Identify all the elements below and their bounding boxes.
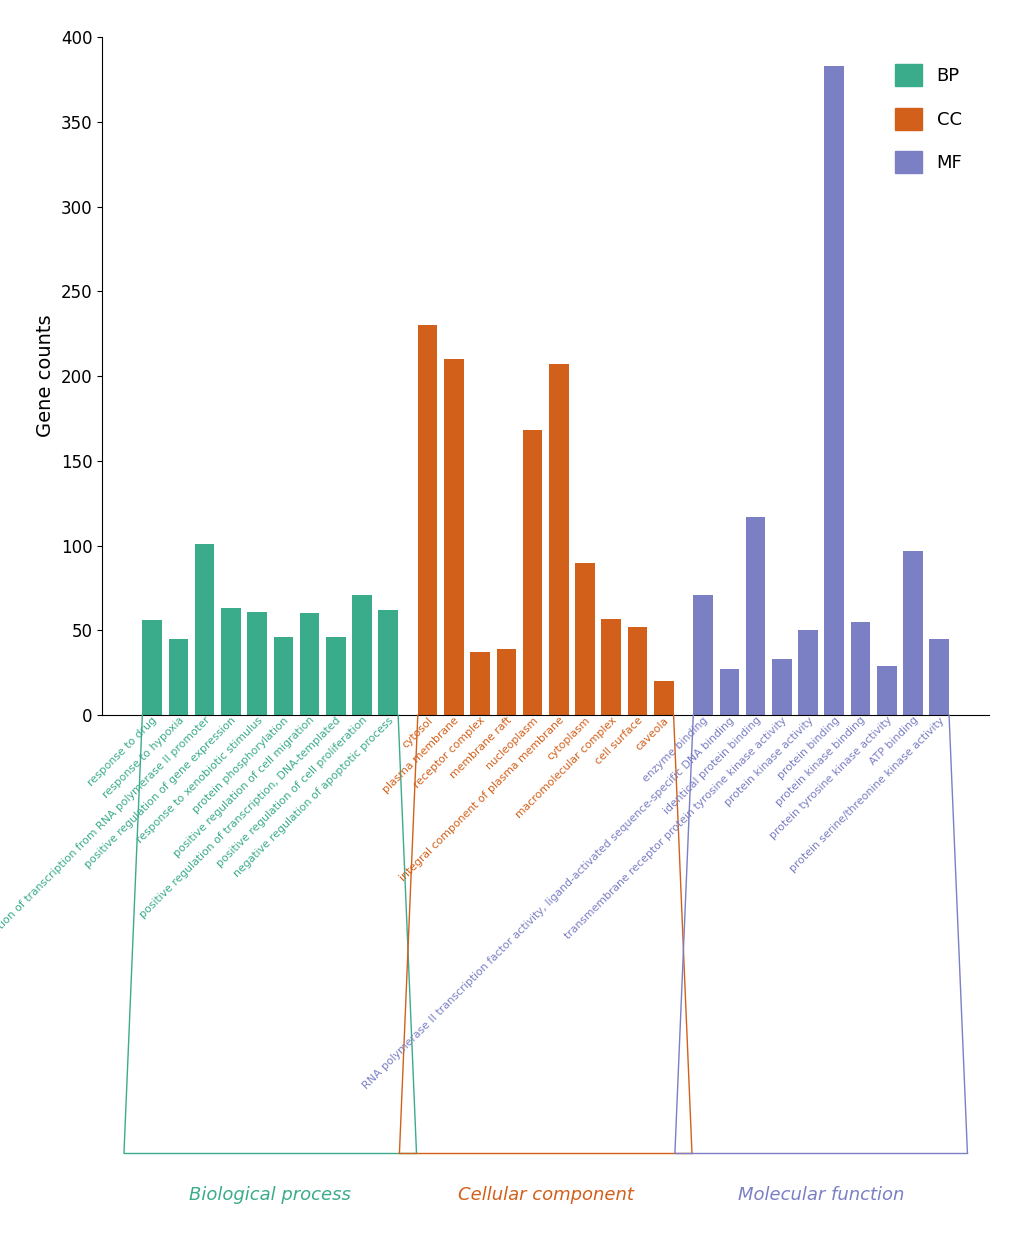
Bar [195, 544, 214, 715]
Text: plasma membrane: plasma membrane [381, 715, 461, 795]
Text: protein kinase activity: protein kinase activity [721, 715, 814, 808]
Text: cytoplasm: cytoplasm [545, 715, 592, 762]
Text: Molecular function: Molecular function [738, 1186, 904, 1205]
Text: response to hypoxia: response to hypoxia [100, 715, 185, 800]
Text: Biological process: Biological process [190, 1186, 351, 1205]
Text: RNA polymerase II transcription factor activity, ligand-activated sequence-speci: RNA polymerase II transcription factor a… [361, 715, 736, 1090]
Text: caveola: caveola [634, 715, 671, 752]
Bar [693, 594, 712, 715]
Bar [326, 637, 345, 715]
Bar [548, 364, 569, 715]
Text: cytosol: cytosol [399, 715, 434, 750]
Bar [418, 326, 437, 715]
Text: response to xenobiotic stimulus: response to xenobiotic stimulus [135, 715, 264, 845]
Text: positive regulation of transcription from RNA polymerase II promoter: positive regulation of transcription fro… [0, 715, 212, 989]
Bar [718, 670, 739, 715]
Legend: BP, CC, MF: BP, CC, MF [876, 46, 979, 191]
Bar [168, 639, 189, 715]
Bar [876, 666, 896, 715]
Text: protein phosphorylation: protein phosphorylation [191, 715, 290, 815]
Bar [902, 551, 922, 715]
Text: positive regulation of cell proliferation: positive regulation of cell proliferatio… [215, 715, 369, 869]
Text: macromolecular complex: macromolecular complex [514, 715, 618, 820]
Bar [928, 639, 948, 715]
Bar [496, 649, 516, 715]
Bar [653, 681, 673, 715]
Text: positive regulation of gene expression: positive regulation of gene expression [84, 715, 237, 870]
Bar [522, 430, 542, 715]
Bar [221, 608, 240, 715]
Bar [601, 619, 621, 715]
Y-axis label: Gene counts: Gene counts [36, 314, 55, 438]
Text: Cellular component: Cellular component [458, 1186, 633, 1205]
Bar [745, 517, 764, 715]
Text: identical protein binding: identical protein binding [660, 715, 762, 816]
Bar [798, 630, 817, 715]
Bar [575, 562, 594, 715]
Bar [771, 660, 791, 715]
Text: positive regulation of transcription, DNA-templated: positive regulation of transcription, DN… [138, 715, 342, 920]
Text: cell surface: cell surface [593, 715, 644, 767]
Text: transmembrane receptor protein tyrosine kinase activity: transmembrane receptor protein tyrosine … [562, 715, 788, 941]
Bar [823, 65, 844, 715]
Text: response to drug: response to drug [87, 715, 159, 788]
Bar [470, 652, 489, 715]
Text: negative regulation of apoptotic process: negative regulation of apoptotic process [231, 715, 395, 879]
Bar [352, 594, 372, 715]
Bar [300, 614, 319, 715]
Text: ATP binding: ATP binding [867, 715, 919, 767]
Bar [378, 610, 397, 715]
Text: protein binding: protein binding [774, 715, 841, 780]
Text: receptor complex: receptor complex [412, 715, 487, 790]
Bar [627, 626, 647, 715]
Text: protein serine/threonine kinase activity: protein serine/threonine kinase activity [787, 715, 946, 873]
Bar [247, 612, 267, 715]
Text: protein kinase binding: protein kinase binding [773, 715, 867, 809]
Text: enzyme binding: enzyme binding [641, 715, 709, 784]
Text: positive regulation of cell migration: positive regulation of cell migration [172, 715, 316, 859]
Text: protein tyrosine kinase activity: protein tyrosine kinase activity [767, 715, 893, 841]
Bar [273, 637, 292, 715]
Bar [850, 621, 869, 715]
Text: membrane raft: membrane raft [447, 715, 513, 780]
Text: nucleoplasm: nucleoplasm [483, 715, 539, 771]
Bar [443, 359, 464, 715]
Text: integral component of plasma membrane: integral component of plasma membrane [397, 715, 566, 883]
Bar [143, 620, 162, 715]
